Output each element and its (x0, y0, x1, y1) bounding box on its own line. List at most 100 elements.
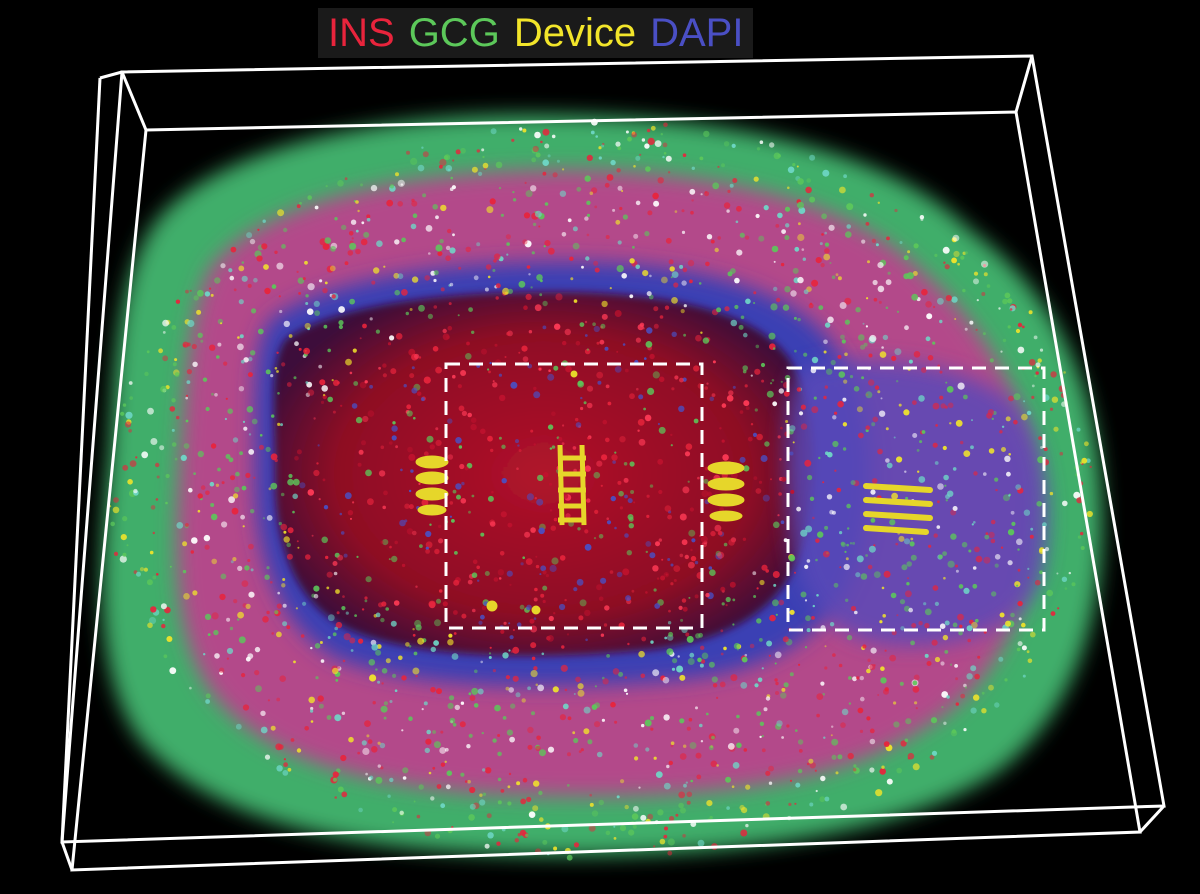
speckle (210, 293, 214, 297)
speckle (428, 252, 431, 255)
speckle (540, 140, 543, 144)
speckle (624, 533, 629, 538)
speckle (581, 265, 584, 269)
legend-device: Device (513, 11, 637, 55)
speckle (789, 672, 794, 677)
speckle (627, 136, 632, 142)
speckle (971, 621, 978, 629)
speckle (744, 653, 748, 657)
speckle (542, 171, 547, 176)
speckle (427, 313, 433, 319)
speckle (389, 700, 393, 703)
speckle (674, 210, 678, 213)
speckle (682, 486, 690, 494)
speckle (324, 281, 328, 285)
speckle (989, 358, 994, 363)
speckle (1037, 358, 1042, 363)
speckle (605, 235, 610, 239)
speckle (660, 133, 663, 136)
speckle (919, 440, 923, 444)
speckle (598, 596, 604, 602)
speckle (436, 688, 442, 695)
speckle (700, 331, 703, 334)
speckle (669, 816, 675, 822)
speckle (780, 692, 787, 699)
speckle (820, 263, 825, 268)
speckle (251, 418, 258, 425)
speckle (587, 436, 591, 440)
speckle (310, 706, 314, 711)
speckle (286, 542, 292, 548)
speckle (805, 186, 812, 194)
speckle (594, 267, 600, 273)
speckle (960, 693, 966, 699)
speckle (213, 629, 219, 636)
speckle (230, 475, 235, 481)
speckle (904, 325, 909, 331)
speckle (690, 210, 694, 215)
speckle (686, 726, 691, 731)
speckle (362, 747, 370, 756)
speckle (638, 650, 645, 658)
speckle (866, 297, 869, 300)
speckle (710, 239, 715, 244)
speckle (847, 527, 850, 530)
speckle (560, 664, 568, 672)
speckle (743, 400, 750, 407)
speckle (438, 589, 443, 593)
speckle (797, 317, 801, 322)
speckle (224, 417, 227, 421)
speckle (253, 277, 258, 283)
speckle (911, 623, 917, 628)
speckle (885, 279, 892, 286)
speckle (494, 704, 501, 712)
speckle (405, 311, 409, 316)
speckle (829, 262, 832, 264)
speckle (547, 247, 555, 255)
speckle (524, 181, 527, 184)
speckle (165, 501, 168, 505)
speckle (756, 147, 761, 151)
speckle (325, 185, 328, 188)
speckle (672, 658, 678, 664)
speckle (840, 722, 846, 728)
speckle (239, 451, 244, 456)
speckle (616, 350, 619, 353)
speckle (695, 334, 702, 342)
speckle (868, 545, 876, 553)
speckle (205, 699, 211, 704)
speckle (790, 290, 797, 297)
speckle (453, 579, 460, 586)
speckle (622, 214, 629, 220)
speckle (644, 143, 650, 149)
speckle (712, 182, 720, 190)
speckle (248, 591, 255, 598)
speckle (355, 248, 361, 255)
speckle (881, 586, 885, 590)
speckle (468, 510, 471, 514)
speckle (626, 550, 632, 556)
speckle (505, 675, 510, 680)
speckle (627, 642, 630, 646)
speckle (321, 385, 329, 392)
speckle (650, 640, 654, 644)
speckle (447, 639, 454, 646)
speckle (688, 596, 691, 599)
speckle (391, 425, 398, 432)
speckle (629, 294, 634, 299)
speckle (684, 451, 691, 457)
speckle (915, 707, 918, 710)
speckle (940, 661, 945, 666)
speckle (666, 764, 670, 769)
speckle (775, 224, 780, 228)
speckle (573, 587, 578, 592)
speckle (433, 640, 439, 646)
speckle (190, 550, 194, 554)
speckle (264, 754, 271, 760)
speckle (821, 233, 824, 236)
speckle (324, 237, 332, 244)
speckle (535, 683, 539, 687)
speckle (1004, 678, 1008, 682)
speckle (899, 241, 903, 244)
speckle (966, 625, 973, 632)
